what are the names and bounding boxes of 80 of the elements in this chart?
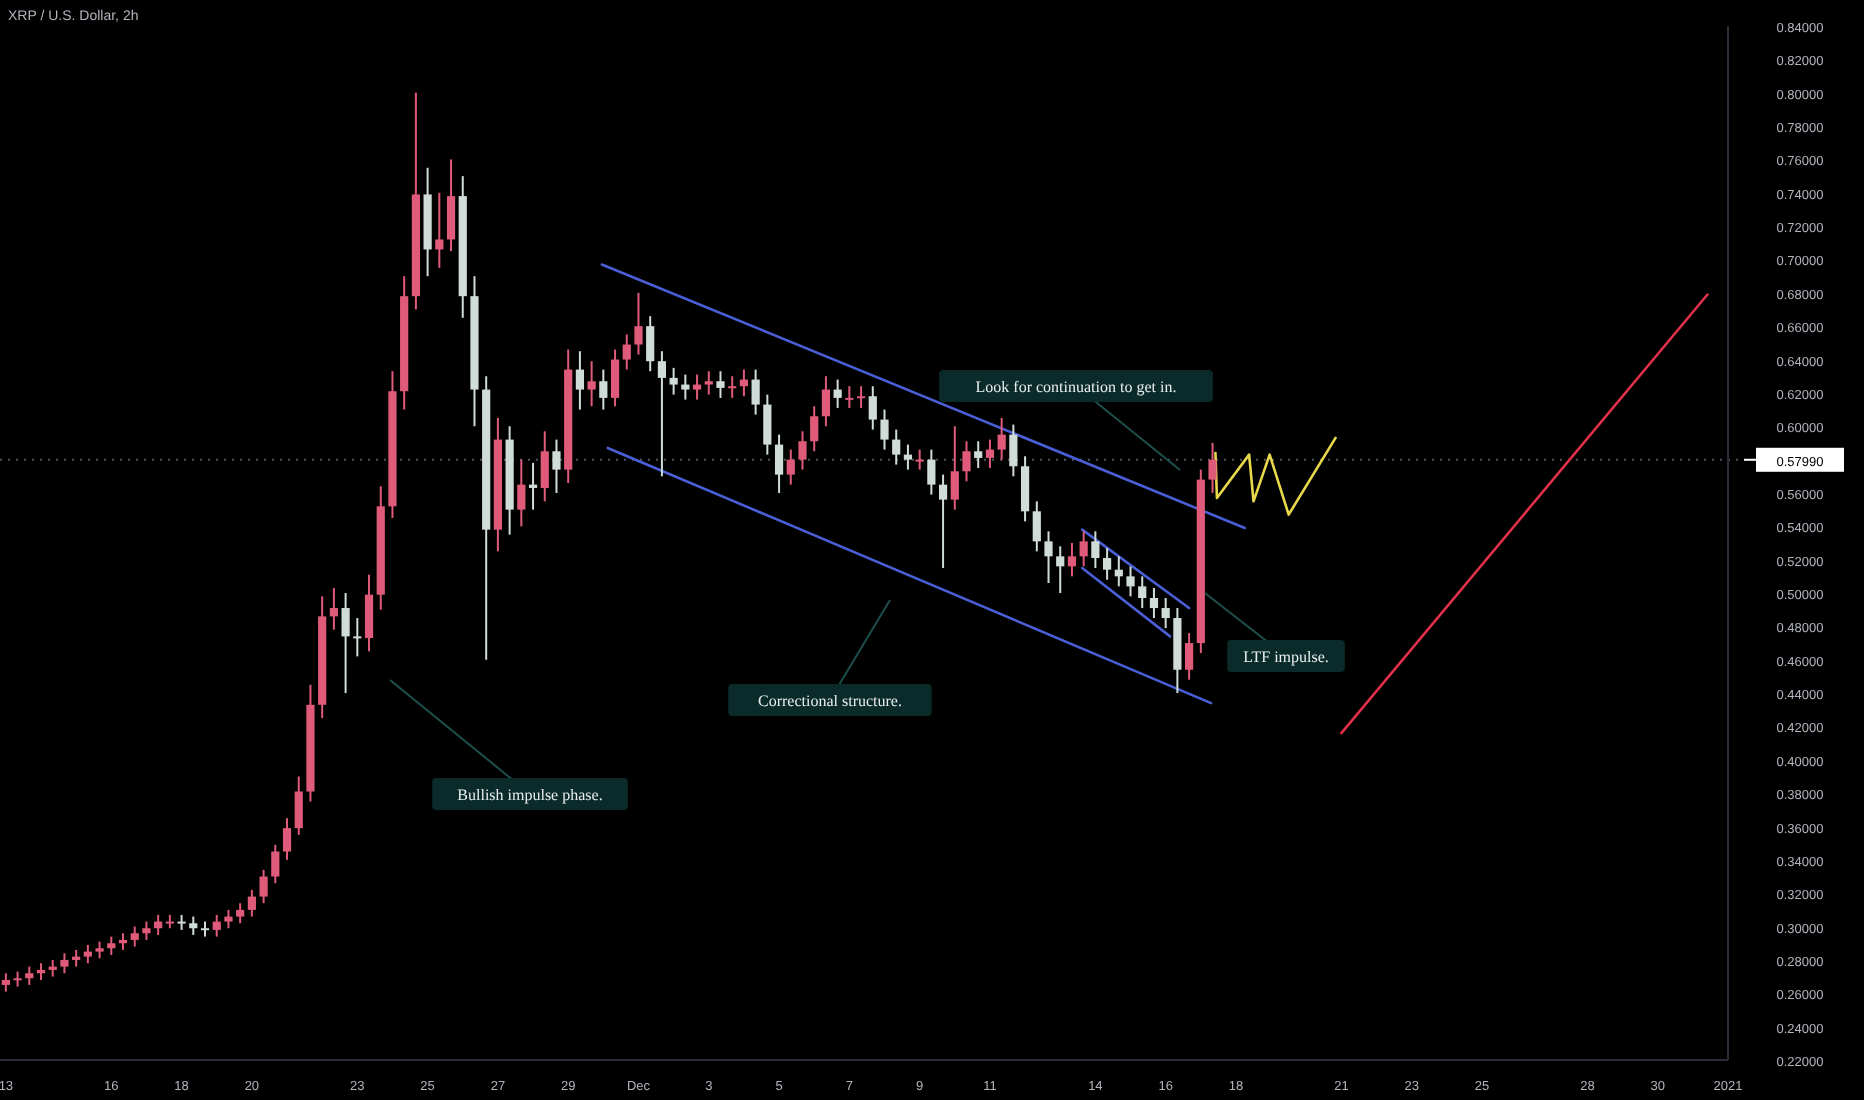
candlestick: [107, 935, 116, 956]
candlestick: [599, 368, 608, 411]
candlestick: [552, 438, 561, 494]
candlestick: [1032, 500, 1041, 553]
candlestick: [540, 430, 549, 503]
candlestick: [657, 350, 667, 478]
candlestick: [435, 191, 444, 269]
candlestick: [786, 448, 795, 486]
candlestick: [974, 440, 983, 469]
candlestick: [810, 405, 819, 453]
candlestick: [915, 448, 924, 471]
candlestick: [517, 458, 526, 528]
candlestick: [845, 385, 854, 409]
candlestick: [446, 158, 456, 253]
candlestick: [728, 375, 737, 399]
candlestick: [1067, 542, 1077, 578]
candlestick: [646, 315, 655, 373]
candlestick: [985, 438, 995, 469]
candlestick: [903, 443, 913, 471]
candlestick: [1149, 587, 1159, 620]
candlestick: [622, 333, 631, 371]
candlestick: [247, 888, 256, 918]
candlestick: [271, 843, 280, 885]
candlestick: [681, 373, 690, 401]
candlestick: [669, 366, 678, 396]
candlestick: [1185, 632, 1194, 681]
candlestick: [587, 360, 596, 408]
annotation: LTF impulse.: [1243, 648, 1329, 666]
candlestick: [1, 972, 10, 993]
candlestick: [880, 408, 889, 451]
candlestick: [1056, 545, 1065, 595]
candlestick: [236, 902, 245, 925]
candlestick: [704, 370, 713, 396]
candlestick: [938, 473, 948, 570]
candlestick: [1044, 530, 1053, 585]
candlestick: [130, 925, 139, 948]
candlestick: [1102, 547, 1112, 581]
candlestick: [212, 913, 221, 938]
candlestick: [821, 375, 831, 428]
line-series: [1214, 436, 1337, 516]
annotation: Correctional structure.: [758, 692, 902, 710]
candlestick: [927, 448, 936, 496]
candlestick: [763, 393, 772, 456]
candlestick: [610, 348, 620, 408]
candlestick: [1020, 455, 1030, 523]
candlestick: [341, 592, 350, 695]
candlestick: [892, 428, 901, 466]
candlestick: [282, 817, 292, 861]
candlestick: [1138, 575, 1147, 610]
candlestick: [142, 920, 151, 941]
candlestick: [1079, 530, 1088, 568]
candlestick: [364, 573, 374, 653]
candlestick: [224, 908, 233, 930]
candlestick: [751, 368, 760, 416]
candlestick: [60, 952, 69, 975]
candlestick: [997, 416, 1006, 461]
candlestick: [856, 385, 866, 409]
candlestick: [950, 425, 959, 511]
candlestick: [1009, 423, 1018, 478]
candlestick: [83, 943, 92, 965]
candlestick: [962, 440, 971, 483]
candlestick: [1208, 441, 1217, 494]
candlestick: [833, 378, 842, 409]
candlestick: [1091, 530, 1100, 570]
candlestick: [259, 868, 268, 905]
candlestick: [25, 965, 34, 986]
candlestick: [634, 291, 643, 356]
candlestick: [353, 617, 362, 658]
candlestick: [774, 433, 784, 494]
candlestick: [798, 430, 807, 471]
candlestick: [575, 350, 584, 411]
candlestick: [294, 775, 303, 836]
candlestick: [868, 385, 877, 431]
annotation: Bullish impulse phase.: [457, 786, 603, 804]
candlestick: [716, 370, 725, 399]
candlestick: [329, 587, 338, 631]
candlestick: [1161, 597, 1170, 630]
candlestick: [1126, 565, 1135, 598]
candlestick: [692, 373, 702, 401]
annotation: Look for continuation to get in.: [975, 378, 1177, 396]
